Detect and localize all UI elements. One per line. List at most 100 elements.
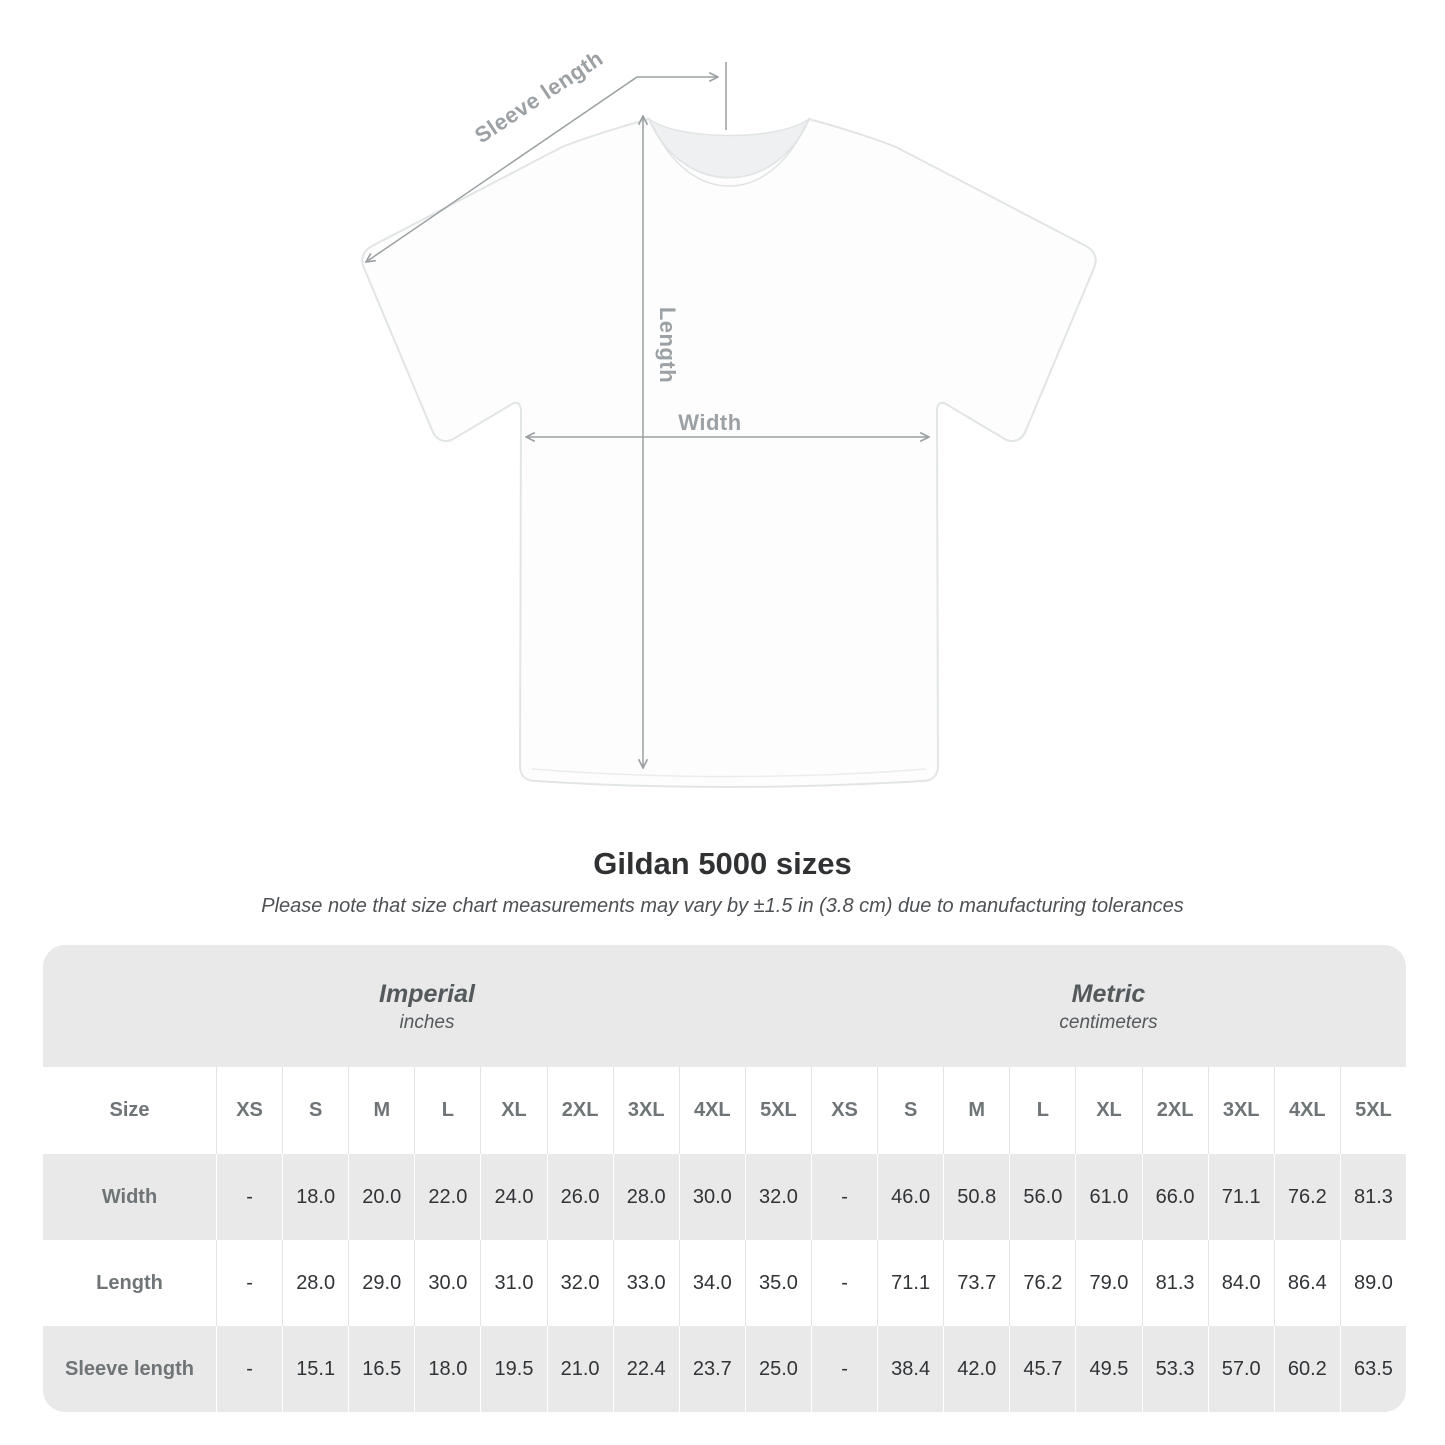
table-row-length: Length - 28.0 29.0 30.0 31.0 32.0 33.0 3… (43, 1240, 1406, 1326)
table-cell: 71.1 (877, 1240, 944, 1326)
collar-opening (647, 116, 811, 179)
table-cell: 31.0 (480, 1240, 547, 1326)
table-cell: 53.3 (1141, 1326, 1208, 1412)
size-col-header: L (414, 1067, 481, 1154)
table-cell: 81.3 (1339, 1154, 1406, 1240)
table-cell: 60.2 (1273, 1326, 1340, 1412)
table-cell: 86.4 (1273, 1240, 1340, 1326)
table-cell: 25.0 (744, 1326, 811, 1412)
size-header-row: Size XS S M L XL 2XL 3XL 4XL 5XL XS S M … (43, 1067, 1406, 1154)
table-cell: 76.2 (1273, 1154, 1340, 1240)
row-label: Width (43, 1154, 216, 1240)
table-cell: - (216, 1326, 283, 1412)
table-row-width: Width - 18.0 20.0 22.0 24.0 26.0 28.0 30… (43, 1154, 1406, 1240)
size-header-cell: Size (43, 1067, 216, 1154)
unit-header-metric: Metric centimeters (810, 945, 1406, 1067)
collar-seam (652, 125, 806, 187)
table-cell: 22.4 (612, 1326, 679, 1412)
table-cell: 79.0 (1075, 1240, 1142, 1326)
row-label: Sleeve length (43, 1326, 216, 1412)
size-chart-table: Imperial inches Metric centimeters Size … (43, 945, 1406, 1412)
size-col-header: 3XL (612, 1067, 679, 1154)
table-cell: 22.0 (414, 1154, 481, 1240)
table-cell: 50.8 (943, 1154, 1010, 1240)
tshirt-graphic: Sleeve length Length Width (361, 45, 1097, 788)
table-cell: 76.2 (1009, 1240, 1076, 1326)
table-cell: 32.0 (546, 1240, 613, 1326)
table-cell: - (216, 1240, 283, 1326)
size-col-header: 3XL (1207, 1067, 1274, 1154)
tshirt-measurement-diagram: Sleeve length Length Width (361, 45, 1097, 788)
size-col-header: XS (216, 1067, 283, 1154)
table-cell: 20.0 (348, 1154, 415, 1240)
tshirt-body (361, 118, 1097, 788)
sleeve-length-arrow (366, 76, 638, 262)
table-cell: 23.7 (678, 1326, 745, 1412)
table-cell: 61.0 (1075, 1154, 1142, 1240)
unit-header-row: Imperial inches Metric centimeters (43, 945, 1406, 1067)
table-cell: 19.5 (480, 1326, 547, 1412)
row-label: Length (43, 1240, 216, 1326)
imperial-sub-label: inches (399, 1011, 455, 1033)
size-col-header: 5XL (1339, 1067, 1406, 1154)
size-col-header: 4XL (678, 1067, 745, 1154)
imperial-label: Imperial (379, 980, 475, 1009)
table-cell: 35.0 (744, 1240, 811, 1326)
table-cell: 33.0 (612, 1240, 679, 1326)
hem-seam (531, 768, 927, 778)
metric-sub-label: centimeters (1059, 1011, 1158, 1033)
width-label: Width (678, 410, 741, 435)
table-cell: 66.0 (1141, 1154, 1208, 1240)
table-cell: 34.0 (678, 1240, 745, 1326)
metric-label: Metric (1071, 980, 1146, 1009)
size-col-header: 4XL (1273, 1067, 1340, 1154)
size-col-header: 5XL (744, 1067, 811, 1154)
table-cell: 24.0 (480, 1154, 547, 1240)
table-cell: 21.0 (546, 1326, 613, 1412)
table-cell: - (216, 1154, 283, 1240)
table-cell: 18.0 (282, 1154, 349, 1240)
table-cell: 45.7 (1009, 1326, 1076, 1412)
table-cell: 32.0 (744, 1154, 811, 1240)
table-cell: 29.0 (348, 1240, 415, 1326)
table-cell: 63.5 (1339, 1326, 1406, 1412)
table-cell: 28.0 (612, 1154, 679, 1240)
table-cell: 57.0 (1207, 1326, 1274, 1412)
size-col-header: XL (1075, 1067, 1142, 1154)
table-cell: 38.4 (877, 1326, 944, 1412)
table-cell: - (810, 1240, 878, 1326)
size-chart-table-container: Imperial inches Metric centimeters Size … (43, 945, 1406, 1412)
table-cell: 30.0 (414, 1240, 481, 1326)
table-cell: 15.1 (282, 1326, 349, 1412)
size-col-header: M (943, 1067, 1010, 1154)
size-col-header: 2XL (546, 1067, 613, 1154)
size-col-header: S (282, 1067, 349, 1154)
size-col-header: S (877, 1067, 944, 1154)
table-cell: 46.0 (877, 1154, 944, 1240)
size-col-header: XS (810, 1067, 878, 1154)
unit-header-imperial: Imperial inches (43, 945, 811, 1067)
size-col-header: L (1009, 1067, 1076, 1154)
table-cell: 49.5 (1075, 1326, 1142, 1412)
table-cell: 28.0 (282, 1240, 349, 1326)
table-cell: - (810, 1326, 878, 1412)
table-cell: 81.3 (1141, 1240, 1208, 1326)
table-cell: 84.0 (1207, 1240, 1274, 1326)
sleeve-length-label: Sleeve length (470, 45, 608, 148)
table-cell: 26.0 (546, 1154, 613, 1240)
table-cell: 18.0 (414, 1326, 481, 1412)
length-label: Length (655, 307, 680, 383)
table-cell: 16.5 (348, 1326, 415, 1412)
table-cell: 56.0 (1009, 1154, 1076, 1240)
table-row-sleeve-length: Sleeve length - 15.1 16.5 18.0 19.5 21.0… (43, 1326, 1406, 1412)
table-cell: 89.0 (1339, 1240, 1406, 1326)
tolerance-note: Please note that size chart measurements… (261, 895, 1184, 917)
table-cell: 73.7 (943, 1240, 1010, 1326)
size-col-header: M (348, 1067, 415, 1154)
table-cell: 30.0 (678, 1154, 745, 1240)
page-title: Gildan 5000 sizes (593, 846, 852, 881)
table-cell: 42.0 (943, 1326, 1010, 1412)
table-cell: 71.1 (1207, 1154, 1274, 1240)
size-col-header: XL (480, 1067, 547, 1154)
size-col-header: 2XL (1141, 1067, 1208, 1154)
